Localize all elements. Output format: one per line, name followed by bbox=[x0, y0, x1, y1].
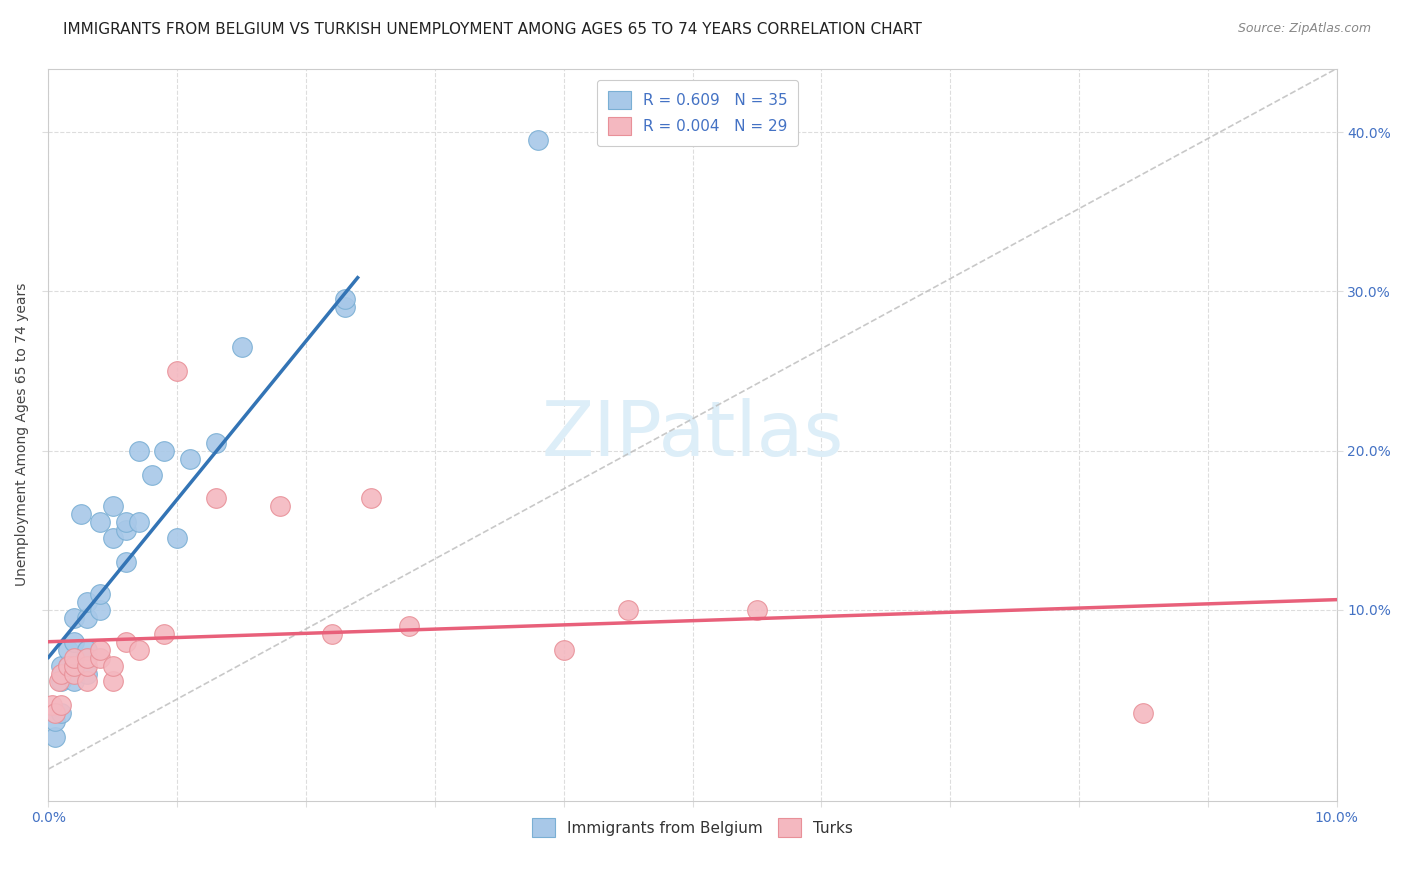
Point bbox=[76, 595, 98, 609]
Point bbox=[269, 500, 291, 514]
Point bbox=[128, 515, 150, 529]
Point bbox=[89, 603, 111, 617]
Point bbox=[56, 642, 79, 657]
Point bbox=[1132, 706, 1154, 721]
Point bbox=[321, 626, 343, 640]
Point bbox=[76, 674, 98, 689]
Point bbox=[745, 603, 768, 617]
Point bbox=[128, 443, 150, 458]
Point bbox=[51, 674, 73, 689]
Point bbox=[48, 674, 70, 689]
Point bbox=[333, 293, 356, 307]
Point bbox=[63, 634, 86, 648]
Point bbox=[51, 706, 73, 721]
Point bbox=[44, 714, 66, 729]
Point bbox=[153, 626, 176, 640]
Point bbox=[56, 658, 79, 673]
Point bbox=[141, 467, 163, 482]
Point bbox=[398, 619, 420, 633]
Point bbox=[89, 587, 111, 601]
Point bbox=[101, 658, 124, 673]
Legend: Immigrants from Belgium, Turks: Immigrants from Belgium, Turks bbox=[524, 811, 860, 845]
Point bbox=[114, 523, 136, 537]
Point bbox=[44, 706, 66, 721]
Point bbox=[76, 611, 98, 625]
Point bbox=[89, 642, 111, 657]
Point bbox=[179, 451, 201, 466]
Y-axis label: Unemployment Among Ages 65 to 74 years: Unemployment Among Ages 65 to 74 years bbox=[15, 283, 30, 586]
Point bbox=[205, 491, 228, 506]
Point bbox=[76, 642, 98, 657]
Text: Source: ZipAtlas.com: Source: ZipAtlas.com bbox=[1237, 22, 1371, 36]
Point bbox=[51, 658, 73, 673]
Point bbox=[89, 515, 111, 529]
Point bbox=[76, 650, 98, 665]
Point bbox=[101, 500, 124, 514]
Point bbox=[231, 340, 253, 354]
Point bbox=[76, 658, 98, 673]
Point bbox=[63, 611, 86, 625]
Point bbox=[166, 531, 188, 545]
Point bbox=[56, 658, 79, 673]
Point bbox=[63, 658, 86, 673]
Point bbox=[101, 531, 124, 545]
Point bbox=[41, 698, 63, 713]
Point bbox=[51, 698, 73, 713]
Point bbox=[360, 491, 382, 506]
Point bbox=[63, 658, 86, 673]
Point bbox=[63, 650, 86, 665]
Text: IMMIGRANTS FROM BELGIUM VS TURKISH UNEMPLOYMENT AMONG AGES 65 TO 74 YEARS CORREL: IMMIGRANTS FROM BELGIUM VS TURKISH UNEMP… bbox=[63, 22, 922, 37]
Point bbox=[114, 634, 136, 648]
Point bbox=[76, 666, 98, 681]
Point bbox=[63, 674, 86, 689]
Point bbox=[69, 508, 91, 522]
Point bbox=[153, 443, 176, 458]
Point bbox=[63, 666, 86, 681]
Point bbox=[333, 301, 356, 315]
Point bbox=[101, 674, 124, 689]
Point bbox=[527, 133, 550, 147]
Point bbox=[89, 650, 111, 665]
Point bbox=[114, 555, 136, 569]
Text: ZIPatlas: ZIPatlas bbox=[541, 398, 844, 472]
Point bbox=[166, 364, 188, 378]
Point bbox=[617, 603, 640, 617]
Point bbox=[114, 515, 136, 529]
Point bbox=[128, 642, 150, 657]
Point bbox=[553, 642, 575, 657]
Point bbox=[205, 435, 228, 450]
Point bbox=[51, 666, 73, 681]
Point bbox=[44, 730, 66, 744]
